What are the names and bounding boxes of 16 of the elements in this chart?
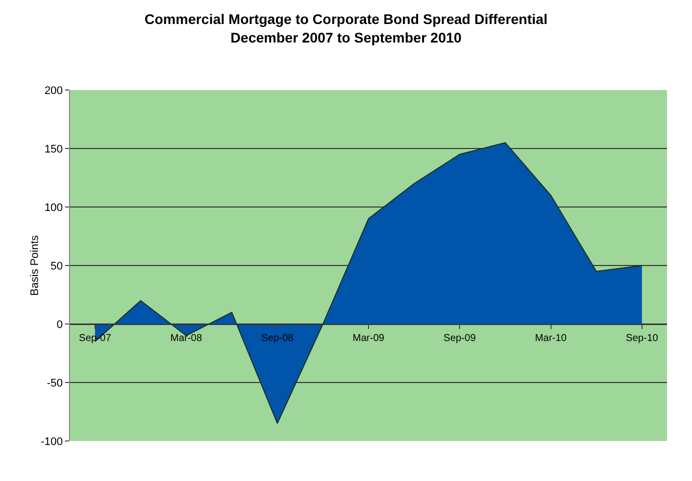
y-axis-title: Basis Points [29, 234, 41, 296]
x-tick-label: Mar-08 [170, 333, 202, 344]
y-tick-label: 100 [44, 202, 63, 214]
y-tick-label: 50 [50, 260, 63, 272]
x-tick-label: Mar-10 [534, 333, 568, 344]
y-tick-label: 200 [44, 84, 63, 97]
x-tick-label: Sep-08 [261, 333, 294, 344]
chart-subtitle: December 2007 to September 2010 [230, 29, 462, 46]
x-tick-label: Sep-09 [444, 333, 476, 344]
y-tick-label: -100 [40, 436, 63, 448]
y-tick-label: 0 [56, 318, 63, 331]
chart-title: Commercial Mortgage to Corporate Bond Spread Differential [144, 11, 548, 28]
y-tick-label: 150 [44, 143, 63, 156]
y-tick-label: -50 [46, 377, 63, 390]
x-tick-label: Sep-10 [626, 333, 658, 344]
x-tick-label: Mar-09 [352, 333, 385, 344]
